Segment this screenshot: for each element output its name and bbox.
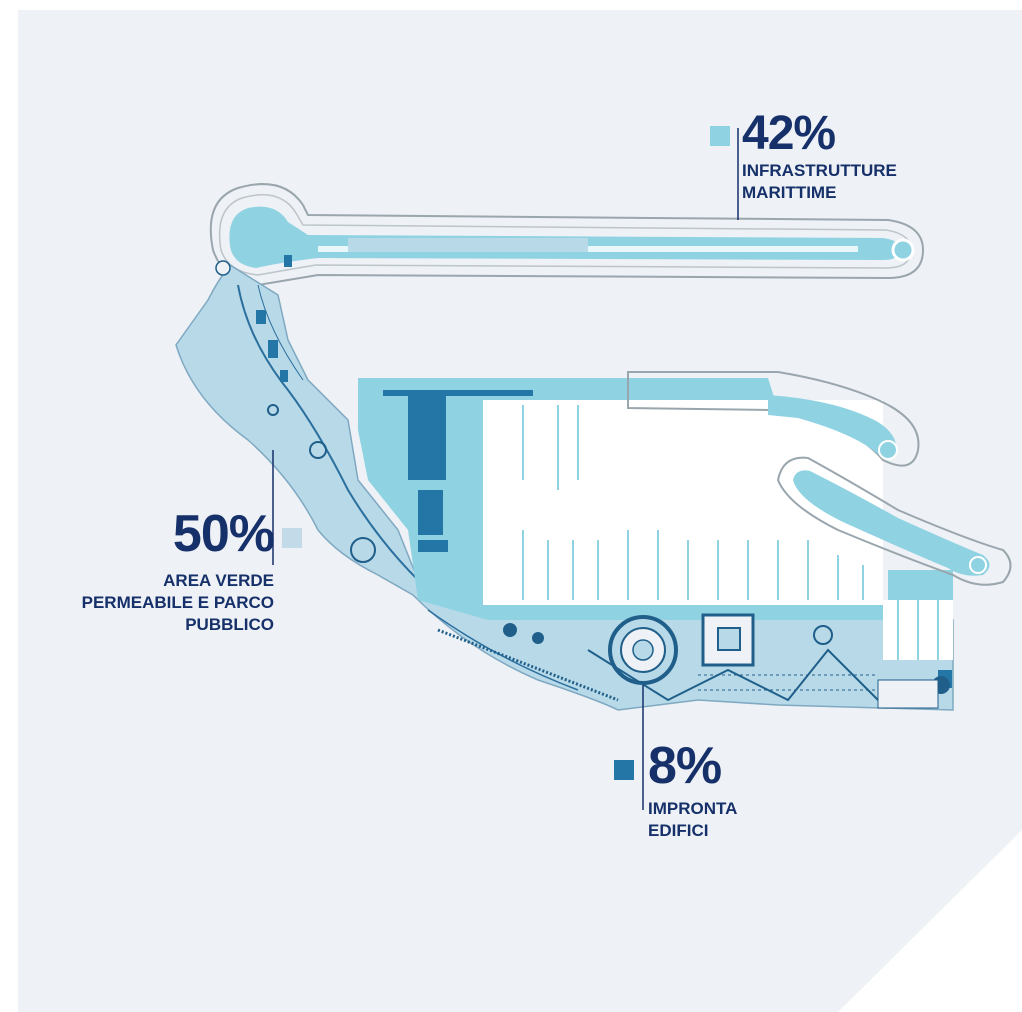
buildings-legend: 8% IMPRONTA EDIFICI: [648, 740, 737, 842]
green-percent: 50%: [172, 505, 275, 563]
map-panel: 42% INFRASTRUTTURE MARITTIME 50% AREA VE…: [18, 10, 1022, 1012]
buildings-label-line2: EDIFICI: [648, 821, 709, 840]
arena: [608, 615, 678, 685]
buildings-swatch: [614, 760, 634, 780]
green-label-line2: PERMEABILE E PARCO: [81, 593, 274, 612]
green-legend: 50% AREA VERDE PERMEABILE E PARCO PUBBLI…: [58, 505, 275, 636]
buildings-label-line1: IMPRONTA: [648, 799, 738, 818]
buildings-percent: 8%: [648, 737, 722, 795]
site-plan-map: [175, 128, 1012, 810]
maritime-swatch: [710, 126, 730, 146]
green-label-line3: PUBBLICO: [185, 615, 274, 634]
square-building: [701, 613, 755, 667]
green-label-line1: AREA VERDE: [163, 571, 274, 590]
right-breakwater-lower: [776, 456, 1012, 586]
green-swatch: [282, 528, 302, 548]
green-park-strip: [175, 264, 954, 711]
maritime-label-line1: INFRASTRUTTURE: [742, 161, 897, 180]
maritime-percent: 42%: [742, 107, 836, 160]
maritime-label-line2: MARITTIME: [742, 183, 837, 202]
corner-cut: [838, 830, 1022, 1012]
maritime-legend: 42% INFRASTRUTTURE MARITTIME: [742, 110, 897, 204]
upper-breakwater: [229, 206, 900, 268]
building-footprints: [256, 255, 952, 688]
